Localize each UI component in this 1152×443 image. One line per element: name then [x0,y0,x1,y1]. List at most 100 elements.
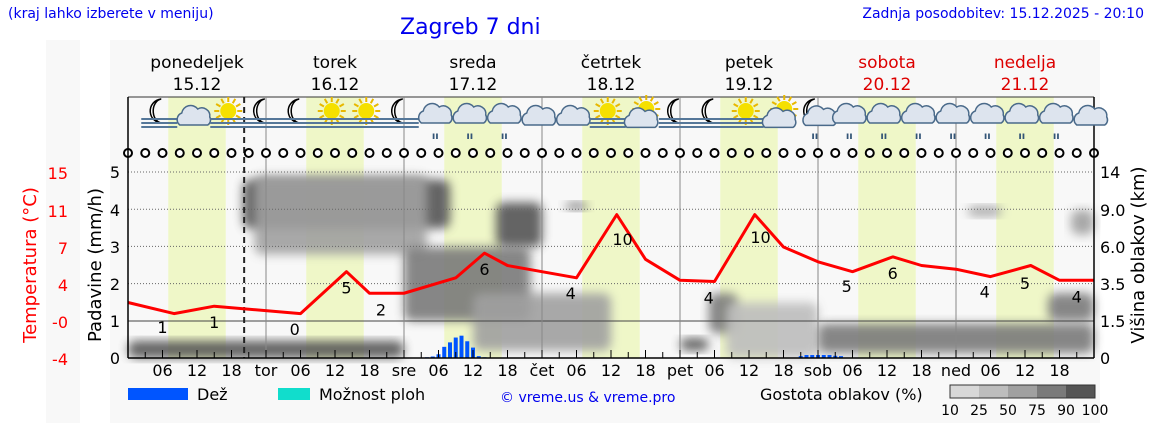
x-tick-label: ned [941,361,971,380]
showers-legend-label: Možnost ploh [319,385,425,404]
cloud-rain-icon: ıı [969,102,1005,142]
time-dot [571,148,582,158]
density-tick-label: 25 [970,403,988,419]
cloud [866,102,902,124]
day-name: sobota [858,53,916,73]
x-tick-label: 06 [980,361,1000,380]
density-tick-label: 75 [1028,403,1046,419]
sun-ray [615,114,621,119]
temperature-label: 5 [341,279,351,298]
rain-marks: ıı [432,131,439,142]
x-tick-label: 12 [739,361,759,380]
x-tick-label: 12 [325,361,345,380]
temperature-label: 1 [157,318,167,337]
cloud-density-legend-label: Gostota oblakov (%) [760,385,923,404]
rain-legend-swatch [128,388,188,400]
precip-bar [465,341,470,358]
time-dot [209,148,220,158]
time-dot [1071,148,1082,158]
sun-ray [787,96,793,102]
sun-ray [733,114,739,119]
moon-fog-icon [693,98,730,128]
x-tick-label: 12 [187,361,207,380]
credit-link[interactable]: © vreme.us & vreme.pro [500,390,675,406]
time-dot [968,148,979,158]
x-tick-label: 18 [635,361,655,380]
time-dot [1020,148,1030,158]
cloud [452,102,488,124]
x-tick-label: 06 [290,361,310,380]
time-dot [588,148,599,158]
sun-ray [319,103,325,108]
cloud-cover-area [565,202,588,210]
precip-tick-label: 0 [110,349,120,368]
temperature-label: 4 [980,282,990,301]
daylight-band [168,97,226,358]
precip-bar [804,355,809,358]
time-dot [726,148,737,158]
sun-ray [653,101,659,106]
x-tick-label: 12 [601,361,621,380]
cloud [486,102,522,124]
cloud [417,102,453,124]
temperature-label: 6 [479,260,489,279]
cloud-height-tick-label: 6.0 [1100,238,1125,257]
cloud [969,102,1005,124]
temperature-tick-label: 15 [48,164,68,183]
x-tick-label: sob [804,361,832,380]
sun [737,103,754,119]
time-dot [192,148,202,158]
x-tick-label: 12 [463,361,483,380]
cloud-rain-icon: ıı [1038,102,1074,142]
cloud-height-tick-label: 9.0 [1100,201,1125,220]
time-dot [744,148,754,158]
time-dot [399,148,409,158]
rain-marks: ıı [501,131,508,142]
precip-bar [821,355,826,358]
precip-bar [810,355,815,358]
density-swatch [979,385,1008,398]
rain-marks: ıı [1053,131,1060,142]
x-tick-label: 18 [1049,361,1069,380]
sun-fog-icon [727,97,764,128]
temperature-label: 10 [750,228,770,247]
cloud-cover-area [496,202,542,247]
moon-fog-icon [244,98,281,128]
x-tick-label: 06 [842,361,862,380]
day-name: sreda [449,53,496,73]
sun-ray [771,101,777,106]
sun-ray [595,103,601,108]
sun-ray [733,103,739,108]
cloud-cover-area [1048,293,1094,321]
day-date: 21.12 [1001,75,1050,95]
precip-bar [459,335,464,358]
time-dot [347,148,358,158]
time-dot [933,148,944,158]
sun-ray [215,103,221,108]
day-date: 19.12 [725,75,774,95]
temperature-label: 1 [209,313,219,332]
time-dot [882,148,892,158]
sun-fog-icon [348,97,385,128]
time-dot [364,148,375,158]
moon-fog-icon [658,98,695,128]
density-tick-label: 100 [1082,403,1109,419]
precip-tick-label: 4 [110,201,120,220]
time-dot [433,148,444,158]
time-dot [1037,148,1048,158]
rain-marks: ıı [915,131,922,142]
density-swatch [1037,385,1066,398]
time-dot [485,148,496,158]
x-tick-label: 18 [773,361,793,380]
time-dot [864,148,875,158]
temperature-label: 10 [612,230,632,249]
cloud-height-tick-label: 3.5 [1100,275,1125,294]
sun-ray [231,98,237,104]
cloud [831,102,867,124]
time-dot [1002,148,1013,158]
temperature-tick-label: -0 [52,313,68,332]
sun-ray [323,98,329,104]
day-name: petek [725,53,773,73]
sun [323,103,340,119]
